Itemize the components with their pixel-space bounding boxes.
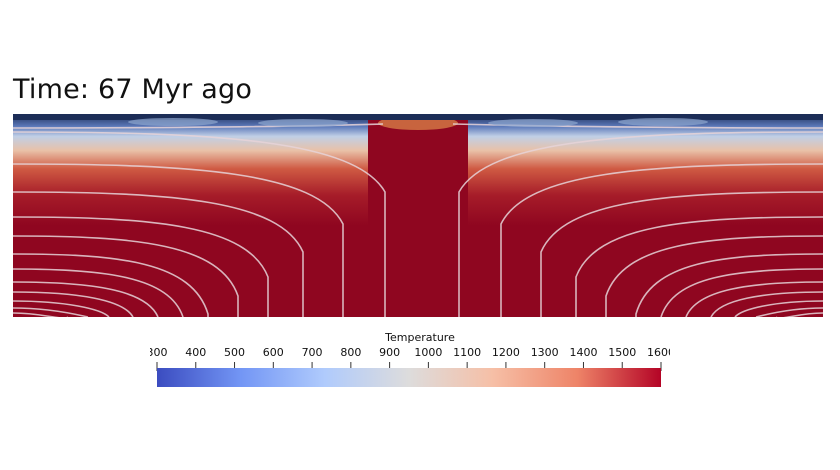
isotherm-left	[13, 281, 159, 317]
isotherm-right	[458, 131, 823, 317]
colorbar-tick-label: 1200	[492, 346, 520, 359]
colorbar-tick-label: 500	[224, 346, 245, 359]
plume-head	[298, 114, 538, 199]
temperature-colorbar: 300 400 500 600 700 800 900 1000 1100 1200 1300 140…	[150, 346, 670, 387]
surface-lens	[618, 118, 708, 126]
isotherm-left	[13, 312, 68, 317]
surface-lens	[488, 119, 578, 127]
isotherm-left	[13, 235, 239, 317]
colorbar-tick-label: 300	[150, 346, 168, 359]
colorbar-gradient	[157, 368, 661, 387]
isotherm-left	[13, 291, 134, 317]
isotherm-right	[575, 216, 823, 317]
colorbar-tick-label: 1000	[414, 346, 442, 359]
colorbar-tick-label: 400	[185, 346, 206, 359]
isotherm-left	[13, 268, 184, 317]
isotherm-right	[685, 281, 823, 317]
time-title: Time: 67 Myr ago	[13, 74, 253, 105]
colorbar-tick-label: 1300	[531, 346, 559, 359]
surface-lens	[258, 119, 348, 127]
colorbar-tick-label: 700	[302, 346, 323, 359]
isotherm-left	[13, 163, 344, 317]
colorbar-tick-label: 800	[340, 346, 361, 359]
surface-layer	[13, 114, 823, 120]
isotherm-left	[13, 131, 386, 317]
isotherm-right	[734, 300, 823, 317]
isotherm-right	[755, 307, 823, 317]
colorbar-ticks: 300 400 500 600 700 800 900 1000 1100 1200 1300 140…	[150, 346, 670, 371]
isotherm-contours	[13, 118, 823, 317]
isotherm-right	[540, 191, 823, 317]
isotherm-left	[13, 191, 304, 317]
temperature-field	[13, 114, 823, 317]
colorbar-tick-label: 1400	[569, 346, 597, 359]
surface-lens	[128, 118, 218, 126]
isotherm-right	[605, 235, 823, 317]
isotherm-left	[13, 300, 110, 317]
colorbar-tick-label: 1100	[453, 346, 481, 359]
isotherm-left	[13, 216, 269, 317]
isotherm-right	[776, 312, 823, 317]
colorbar-tick-label: 1600	[647, 346, 670, 359]
colorbar-tick-label: 900	[379, 346, 400, 359]
isotherm-surface	[13, 123, 823, 129]
colorbar-tick-label: 600	[263, 346, 284, 359]
isotherm-left	[13, 307, 89, 317]
isotherm-right	[635, 253, 823, 317]
isotherm-left	[13, 253, 209, 317]
colorbar-title: Temperature	[385, 331, 455, 344]
colorbar-tick-label: 1500	[608, 346, 636, 359]
isotherm-right	[500, 163, 823, 317]
isotherm-right	[660, 268, 823, 317]
isotherm-right	[710, 291, 823, 317]
